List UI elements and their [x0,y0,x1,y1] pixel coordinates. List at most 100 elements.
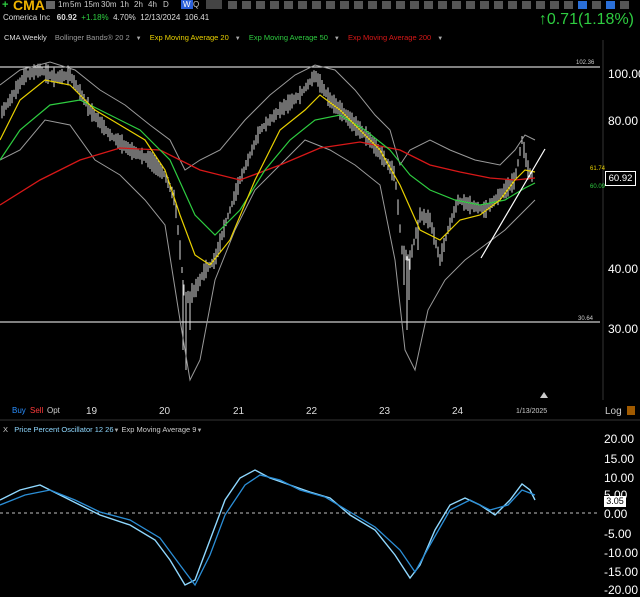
ema200-line [0,141,536,206]
range-pct: 4.70% [113,13,136,22]
toolbar-icon-29[interactable] [620,1,629,9]
toolbar-icon-10[interactable] [354,1,363,9]
chevron-down-icon[interactable]: ▼ [437,36,444,42]
osc-axis-label: 0.00 [604,507,628,521]
legend-ppo-ema[interactable]: Exp Moving Average 9 [121,425,197,434]
big-change: ↑0.71(1.18%) [538,11,634,28]
chevron-down-icon[interactable]: ▼ [234,36,241,42]
toolbar-icon-22[interactable] [522,1,531,9]
legend-ema20[interactable]: Exp Moving Average 20 [149,33,229,42]
gear-icon[interactable] [46,1,55,9]
year-label: 19 [86,406,98,417]
year-label: 21 [233,406,245,417]
timeframe-w[interactable]: W [181,0,193,9]
ppo-line [0,469,536,586]
ema-label-b: 60.09 [590,184,606,190]
toolbar-icon-7[interactable] [312,1,321,9]
year-label: 24 [452,406,464,417]
change-pct: +1.18% [81,13,109,22]
toolbar-icon-20[interactable] [494,1,503,9]
timeframe-15m[interactable]: 15m [84,0,100,9]
price-axis-label: 100.00 [608,67,640,81]
chevron-down-icon[interactable]: ▼ [333,36,340,42]
resistance-label: 102.36 [576,60,595,66]
legend-ema200[interactable]: Exp Moving Average 200 [347,33,432,42]
toolbar-icon-1[interactable] [228,1,237,9]
chevron-down-icon[interactable]: ▼ [196,428,203,434]
log-scale-toggle[interactable]: Log [605,406,622,417]
trendline [480,148,546,259]
symbol-label[interactable]: CMA [13,0,45,13]
timeframe-5m[interactable]: 5m [70,0,82,9]
toolbar-icon-13[interactable] [396,1,405,9]
toolbar-icon-28[interactable] [606,1,615,9]
timeframe-1m[interactable]: 1m [58,0,70,9]
osc-axis-label: 20.00 [604,432,635,446]
osc-axis-label: -15.00 [604,565,639,579]
toolbar-icon-8[interactable] [326,1,335,9]
quote-date: 12/13/2024 [140,13,181,22]
chevron-down-icon[interactable]: ▼ [135,36,142,42]
support-label: 30.64 [578,316,594,322]
toolbar-icon-15[interactable] [424,1,433,9]
legend-bb[interactable]: Bollinger Bands® 20 2 [54,33,130,42]
toolbar-icon-9[interactable] [340,1,349,9]
toolbar-icon-4[interactable] [270,1,279,9]
price-bars [1,63,533,370]
year-label: 23 [379,406,391,417]
toolbar-icon-21[interactable] [508,1,517,9]
toolbar-icon-23[interactable] [536,1,545,9]
toolbar-icon-14[interactable] [410,1,419,9]
marker-triangle [540,392,548,398]
price-axis-label: 30.00 [608,322,639,336]
add-symbol-icon[interactable]: + [2,0,9,11]
legend-ema50[interactable]: Exp Moving Average 50 [248,33,328,42]
legend-ppo[interactable]: Price Percent Oscillator 12 26 [14,425,114,434]
options-button[interactable]: Opt [47,406,60,415]
chart-name[interactable]: CMA Weekly [4,33,47,42]
year-label: 20 [159,406,171,417]
buy-button[interactable]: Buy [12,406,26,415]
pane-settings-icon[interactable] [627,406,635,415]
osc-axis-label: 10.00 [604,471,635,485]
toolbar-icon-24[interactable] [550,1,559,9]
toolbar-icon-26[interactable] [578,1,587,9]
toolbar-icon-11[interactable] [368,1,377,9]
ema-label-a: 61.74 [590,166,606,172]
toolbar-icon-3[interactable] [256,1,265,9]
price-axis-label: 40.00 [608,262,639,276]
ema20-line [0,79,536,266]
osc-current-tag: 3.05 [604,496,626,507]
toolbar-icon-25[interactable] [564,1,573,9]
timeframe-1h[interactable]: 1h [120,0,129,9]
last-price: 60.92 [56,13,77,22]
timeframe-d[interactable]: D [163,0,169,9]
timeframe-4h[interactable]: 4h [148,0,157,9]
toolbar-icon-6[interactable] [298,1,307,9]
chevron-down-icon[interactable]: ▼ [113,428,120,434]
toolbar-icon-12[interactable] [382,1,391,9]
toolbar-icon-16[interactable] [438,1,447,9]
timeframe-q[interactable]: Q [193,0,200,9]
sell-button[interactable]: Sell [30,406,44,415]
bollinger-lower [0,119,536,382]
toolbar-icon-5[interactable] [284,1,293,9]
osc-axis-label: -20.00 [604,583,639,597]
timeframe-2h[interactable]: 2h [134,0,143,9]
osc-legend: X Price Percent Oscillator 12 26▼ Exp Mo… [3,425,202,434]
timeframe-30m[interactable]: 30m [101,0,117,9]
osc-axis-label: -5.00 [604,527,632,541]
toolbar-icon-2[interactable] [242,1,251,9]
year-label: 22 [306,406,318,417]
toolbar-icon-17[interactable] [452,1,461,9]
more-timeframes-icon[interactable] [206,0,222,9]
close-pane-button[interactable]: X [3,425,9,434]
ema50-line [0,99,536,236]
osc-axis-label: -10.00 [604,546,639,560]
toolbar-icon-18[interactable] [466,1,475,9]
bollinger-upper [0,61,536,171]
toolbar-icon-27[interactable] [592,1,601,9]
toolbar-icon-19[interactable] [480,1,489,9]
quote-info: Comerica Inc 60.92 +1.18% 4.70% 12/13/20… [3,13,209,22]
